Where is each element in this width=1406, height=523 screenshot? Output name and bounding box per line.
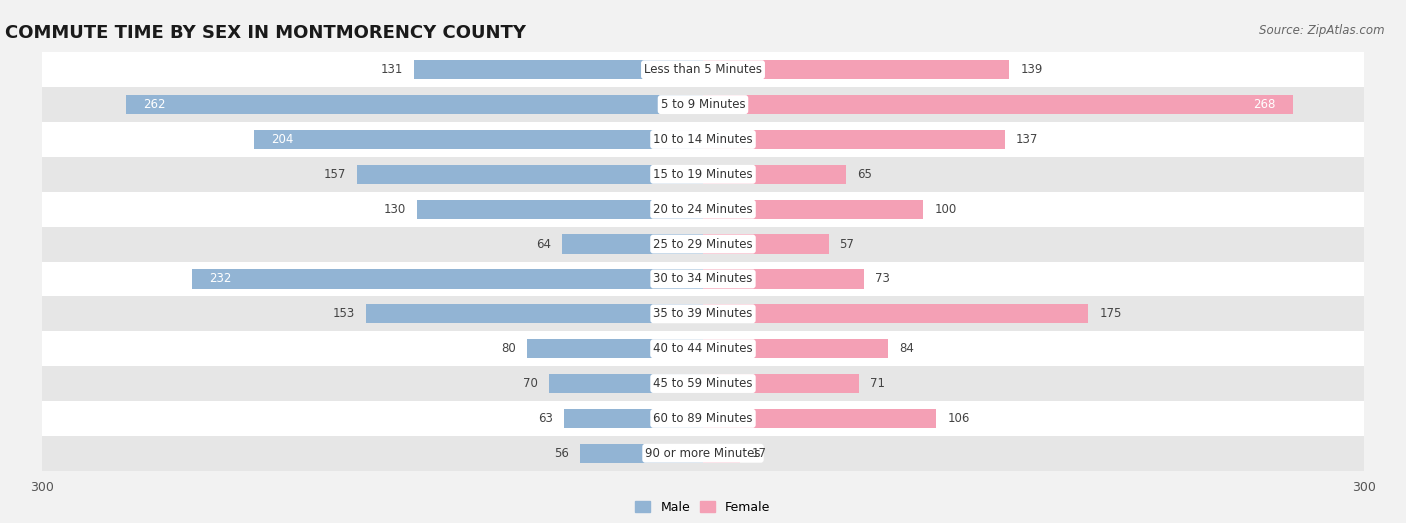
Text: 262: 262 [143,98,166,111]
Text: 157: 157 [323,168,346,181]
Text: 10 to 14 Minutes: 10 to 14 Minutes [654,133,752,146]
Text: 20 to 24 Minutes: 20 to 24 Minutes [654,203,752,215]
Bar [703,165,846,184]
Text: 63: 63 [538,412,553,425]
Bar [42,192,1364,226]
Bar [42,366,1364,401]
Text: 35 to 39 Minutes: 35 to 39 Minutes [654,308,752,320]
Bar [703,234,828,254]
Bar [703,200,924,219]
Text: 84: 84 [898,342,914,355]
Bar [193,269,703,289]
Text: 232: 232 [209,272,232,286]
Text: 106: 106 [948,412,970,425]
Bar [564,409,703,428]
Text: 25 to 29 Minutes: 25 to 29 Minutes [654,237,752,251]
Text: 137: 137 [1015,133,1038,146]
Bar [253,130,703,149]
Text: 60 to 89 Minutes: 60 to 89 Minutes [654,412,752,425]
Bar [42,331,1364,366]
Text: 268: 268 [1253,98,1275,111]
Bar [42,401,1364,436]
Bar [703,444,741,463]
Bar [562,234,703,254]
Bar [42,122,1364,157]
Bar [703,409,936,428]
Bar [42,157,1364,192]
Bar [703,130,1005,149]
Text: 131: 131 [381,63,404,76]
Text: Source: ZipAtlas.com: Source: ZipAtlas.com [1260,24,1385,37]
Text: 56: 56 [554,447,568,460]
Text: COMMUTE TIME BY SEX IN MONTMORENCY COUNTY: COMMUTE TIME BY SEX IN MONTMORENCY COUNT… [6,25,526,42]
Bar [42,52,1364,87]
Text: 139: 139 [1021,63,1043,76]
Bar [42,297,1364,331]
Text: 100: 100 [934,203,956,215]
Bar [357,165,703,184]
Text: 57: 57 [839,237,855,251]
Text: 5 to 9 Minutes: 5 to 9 Minutes [661,98,745,111]
Bar [703,374,859,393]
Text: Less than 5 Minutes: Less than 5 Minutes [644,63,762,76]
Text: 40 to 44 Minutes: 40 to 44 Minutes [654,342,752,355]
Bar [703,269,863,289]
Text: 64: 64 [536,237,551,251]
Text: 45 to 59 Minutes: 45 to 59 Minutes [654,377,752,390]
Bar [548,374,703,393]
Bar [703,339,889,358]
Bar [127,95,703,114]
Bar [703,60,1010,79]
Text: 17: 17 [751,447,766,460]
Bar [42,87,1364,122]
Text: 30 to 34 Minutes: 30 to 34 Minutes [654,272,752,286]
Bar [703,304,1088,323]
Text: 73: 73 [875,272,890,286]
Bar [703,95,1294,114]
Bar [527,339,703,358]
Text: 175: 175 [1099,308,1122,320]
Text: 130: 130 [384,203,405,215]
Text: 90 or more Minutes: 90 or more Minutes [645,447,761,460]
Legend: Male, Female: Male, Female [630,496,776,519]
Text: 70: 70 [523,377,537,390]
Bar [42,226,1364,262]
Text: 71: 71 [870,377,886,390]
Bar [42,436,1364,471]
Text: 153: 153 [333,308,354,320]
Text: 15 to 19 Minutes: 15 to 19 Minutes [654,168,752,181]
Bar [416,200,703,219]
Bar [579,444,703,463]
Bar [42,262,1364,297]
Text: 80: 80 [501,342,516,355]
Bar [415,60,703,79]
Text: 65: 65 [858,168,872,181]
Text: 204: 204 [271,133,294,146]
Bar [366,304,703,323]
